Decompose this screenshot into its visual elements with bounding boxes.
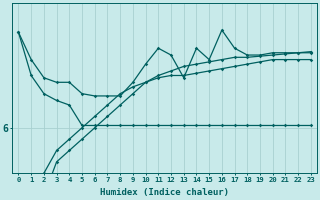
X-axis label: Humidex (Indice chaleur): Humidex (Indice chaleur) <box>100 188 229 197</box>
